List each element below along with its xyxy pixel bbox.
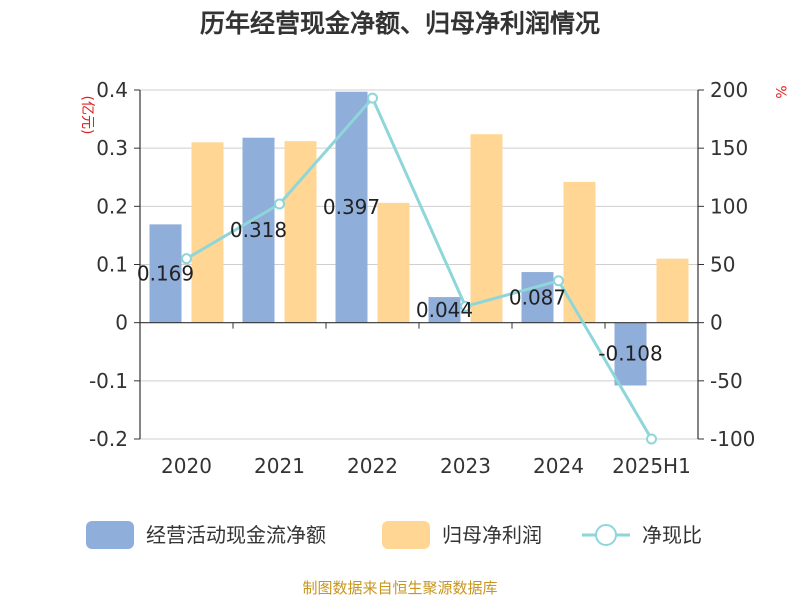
data-source: 制图数据来自恒生聚源数据库 bbox=[302, 579, 497, 597]
y-right-tick-label: 200 bbox=[710, 78, 748, 102]
y-left-tick-label: 0.2 bbox=[96, 194, 128, 218]
x-tick-label: 2023 bbox=[440, 454, 491, 478]
y-right-tick-label: 150 bbox=[710, 136, 748, 160]
right-axis-unit: % bbox=[772, 85, 788, 98]
y-left-tick-label: 0.4 bbox=[96, 78, 128, 102]
y-right-tick-label: 100 bbox=[710, 194, 748, 218]
bar-operating-cash-flow bbox=[242, 137, 275, 323]
data-label: 0.397 bbox=[323, 195, 380, 219]
plot-area: 0.4 0.3 0.2 0.1 0 -0.1 -0.2 200 150 100 50 0 -50 -100… bbox=[89, 78, 755, 478]
legend-swatch-cash-flow bbox=[86, 521, 134, 549]
x-tick-label: 2025H1 bbox=[612, 454, 691, 478]
y-left-tick-label: -0.1 bbox=[89, 369, 128, 393]
legend-swatch-ratio-marker bbox=[595, 524, 617, 546]
bar-operating-cash-flow bbox=[149, 224, 182, 323]
line-ratio-series bbox=[185, 95, 653, 440]
line-ratio-point bbox=[460, 300, 471, 312]
left-axis-unit: (亿元) bbox=[79, 96, 95, 135]
line-ratio-point bbox=[181, 253, 192, 265]
bar-net-profit bbox=[284, 141, 317, 323]
y-right-tick-label: 0 bbox=[710, 311, 723, 335]
data-label: -0.108 bbox=[598, 342, 662, 366]
y-left-tick-label: 0 bbox=[115, 311, 128, 335]
legend-label-net-profit: 归母净利润 bbox=[442, 523, 542, 547]
bar-net-profit bbox=[563, 181, 596, 323]
y-left-tick-label: 0.1 bbox=[96, 253, 128, 277]
x-tick-label: 2021 bbox=[254, 454, 305, 478]
legend-swatch-net-profit bbox=[382, 521, 430, 549]
legend: 经营活动现金流净额 归母净利润 净现比 bbox=[86, 521, 702, 549]
line-ratio-point bbox=[646, 433, 657, 445]
data-label: 0.087 bbox=[509, 285, 566, 309]
bar-operating-cash-flow bbox=[614, 322, 647, 386]
x-tick-label: 2024 bbox=[533, 454, 584, 478]
bar-operating-cash-flow bbox=[335, 91, 368, 323]
bar-net-profit bbox=[470, 134, 503, 323]
bar-operating-cash-flow bbox=[521, 272, 554, 323]
x-tick-label: 2022 bbox=[347, 454, 398, 478]
bar-net-profit bbox=[191, 142, 224, 323]
bar-net-profit bbox=[656, 258, 689, 323]
y-left-tick-label: -0.2 bbox=[89, 427, 128, 451]
line-ratio-point bbox=[274, 198, 285, 210]
x-tick-label: 2020 bbox=[161, 454, 212, 478]
line-ratio-point bbox=[553, 275, 564, 287]
y-right-tick-label: -50 bbox=[710, 369, 743, 393]
data-label: 0.044 bbox=[416, 298, 473, 322]
bar-operating-cash-flow bbox=[428, 297, 461, 323]
y-left-tick-label: 0.3 bbox=[96, 136, 128, 160]
legend-label-cash-flow: 经营活动现金流净额 bbox=[146, 523, 326, 547]
y-right-tick-label: 50 bbox=[710, 253, 735, 277]
legend-label-ratio: 净现比 bbox=[642, 523, 702, 547]
bar-net-profit bbox=[377, 202, 410, 323]
data-label: 0.169 bbox=[137, 262, 194, 286]
chart-title: 历年经营现金净额、归母净利润情况 bbox=[200, 9, 600, 38]
y-right-tick-label: -100 bbox=[710, 427, 755, 451]
data-label: 0.318 bbox=[230, 218, 287, 242]
line-ratio-point bbox=[367, 92, 378, 104]
